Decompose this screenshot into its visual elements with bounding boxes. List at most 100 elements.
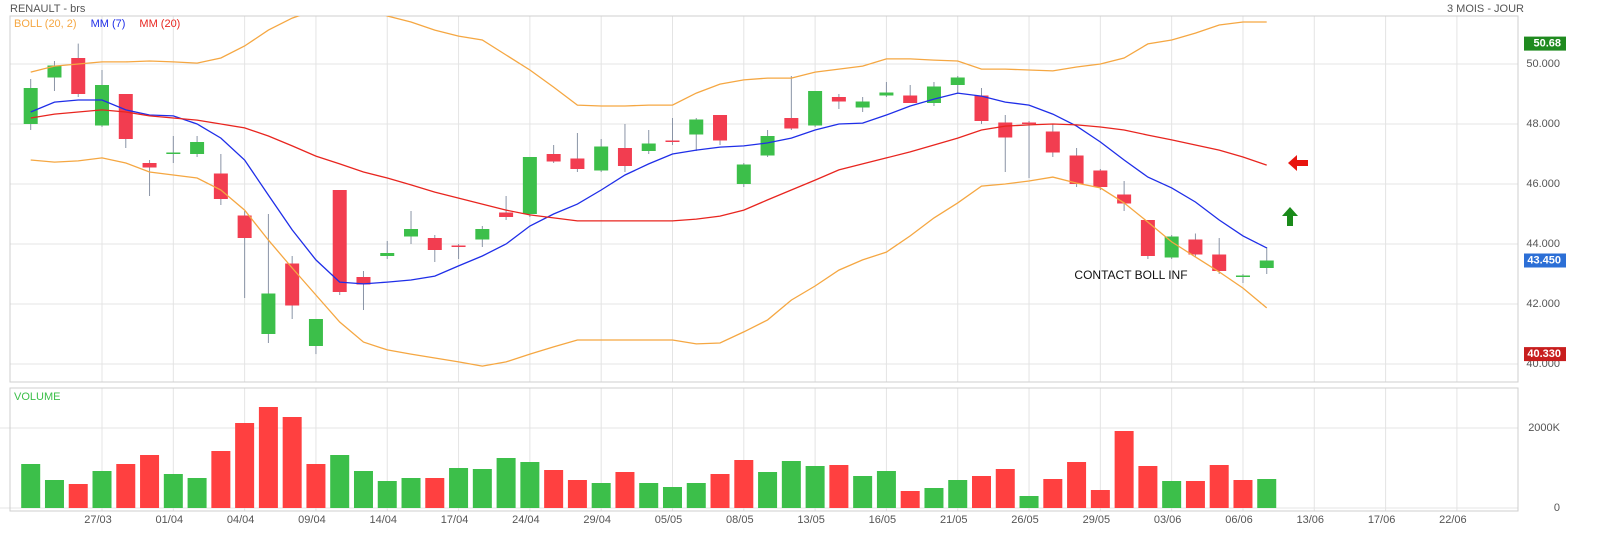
candle-body	[1093, 170, 1108, 187]
candle-body	[1045, 131, 1060, 153]
x-tick-label: 03/06	[1154, 514, 1182, 526]
candle-body	[1069, 155, 1084, 184]
x-tick-label: 13/06	[1297, 514, 1325, 526]
volume-bar	[924, 488, 944, 508]
candle-body	[736, 164, 751, 184]
volume-bar	[211, 451, 231, 508]
price-tag-label: 43.450	[1527, 254, 1561, 266]
indicator-line	[30, 92, 1267, 285]
volume-bar	[567, 480, 587, 508]
volume-bar	[1114, 431, 1134, 508]
volume-bar	[615, 472, 635, 508]
y-tick-label: 50.000	[1526, 58, 1560, 70]
candle-body	[285, 263, 300, 306]
x-tick-label: 29/05	[1083, 514, 1111, 526]
volume-bar	[449, 468, 469, 508]
legend-entry: MM (20)	[139, 18, 180, 30]
volume-bar	[116, 464, 136, 508]
annotation: CONTACT BOLL INF	[1074, 268, 1187, 282]
volume-bar	[163, 474, 183, 508]
price-tag	[1524, 347, 1566, 362]
volume-bar	[662, 487, 682, 508]
x-tick-label: 14/04	[369, 514, 397, 526]
volume-bar	[1138, 466, 1158, 508]
candle-body	[142, 163, 157, 168]
indicator-line	[30, 109, 1267, 222]
volume-bar	[972, 476, 991, 508]
grid	[0, 16, 1518, 511]
price-tag-label: 40.330	[1527, 348, 1561, 360]
volume-panel	[9, 387, 1519, 512]
y-tick-label: 48.000	[1526, 118, 1560, 130]
volume-bar	[1233, 480, 1253, 508]
volume-bar	[591, 483, 611, 508]
volume-plot	[21, 407, 1277, 508]
candle-body	[522, 157, 537, 214]
volume-bar	[235, 423, 255, 508]
arrow-up-icon	[1282, 207, 1298, 226]
candle-body	[380, 253, 395, 256]
candle-body	[1117, 194, 1132, 204]
x-tick-label: 27/03	[84, 514, 112, 526]
legend-entry: MM (7)	[91, 18, 126, 30]
volume-bar	[377, 481, 397, 508]
volume-bar	[876, 471, 896, 508]
volume-bar	[805, 466, 825, 508]
volume-bar	[734, 460, 754, 508]
x-tick-label: 17/04	[441, 514, 469, 526]
volume-bar	[330, 455, 350, 508]
candle-body	[356, 277, 371, 285]
candle-body	[1140, 220, 1155, 256]
candle-body	[427, 238, 442, 250]
candle-body	[118, 94, 133, 139]
candle-body	[451, 245, 466, 247]
volume-bar	[1162, 481, 1182, 508]
volume-bar	[401, 478, 421, 508]
volume-bar	[520, 462, 540, 508]
volume-bar	[948, 480, 968, 508]
x-tick-label: 21/05	[940, 514, 968, 526]
candle-body	[594, 146, 609, 171]
x-tick-label: 26/05	[1011, 514, 1039, 526]
indicator-line	[30, 157, 1268, 367]
legend-entry: BOLL (20, 2)	[14, 18, 77, 30]
volume-bar	[282, 417, 302, 508]
candle-body	[166, 152, 181, 154]
candle-body	[546, 154, 561, 162]
candle-body	[261, 293, 276, 334]
candle-body	[404, 229, 419, 237]
x-tick-label: 01/04	[156, 514, 184, 526]
candle-body	[190, 142, 205, 154]
volume-bar	[995, 469, 1015, 508]
volume-bar	[758, 472, 778, 508]
volume-bar	[781, 461, 801, 508]
candle-body	[760, 136, 775, 156]
candle-body	[332, 190, 347, 292]
y-tick-label: 0	[1554, 502, 1560, 514]
volume-bar	[853, 476, 873, 508]
candle-body	[475, 229, 490, 240]
chart-subtitle: 3 MOIS - JOUR	[1447, 3, 1524, 15]
x-tick-label: 29/04	[583, 514, 611, 526]
volume-bar	[140, 455, 160, 508]
candle-body	[570, 158, 585, 169]
volume-bar	[92, 471, 112, 508]
y-tick-label: 44.000	[1526, 238, 1560, 250]
chart-title: RENAULT - brs	[10, 3, 86, 15]
candle-body	[1022, 122, 1037, 124]
x-tick-label: 04/04	[227, 514, 255, 526]
volume-bar	[472, 469, 492, 508]
candle-body	[784, 118, 799, 129]
x-tick-label: 24/04	[512, 514, 540, 526]
candle-body	[641, 143, 656, 151]
volume-bar	[1209, 465, 1229, 508]
candle-body	[95, 85, 110, 126]
volume-bar	[639, 483, 659, 508]
volume-bar	[21, 464, 41, 508]
volume-bar	[496, 458, 516, 508]
candle-body	[617, 148, 632, 166]
x-tick-label: 06/06	[1225, 514, 1253, 526]
x-tick-label: 13/05	[797, 514, 825, 526]
volume-bar	[258, 407, 278, 508]
candle-body	[499, 212, 514, 217]
